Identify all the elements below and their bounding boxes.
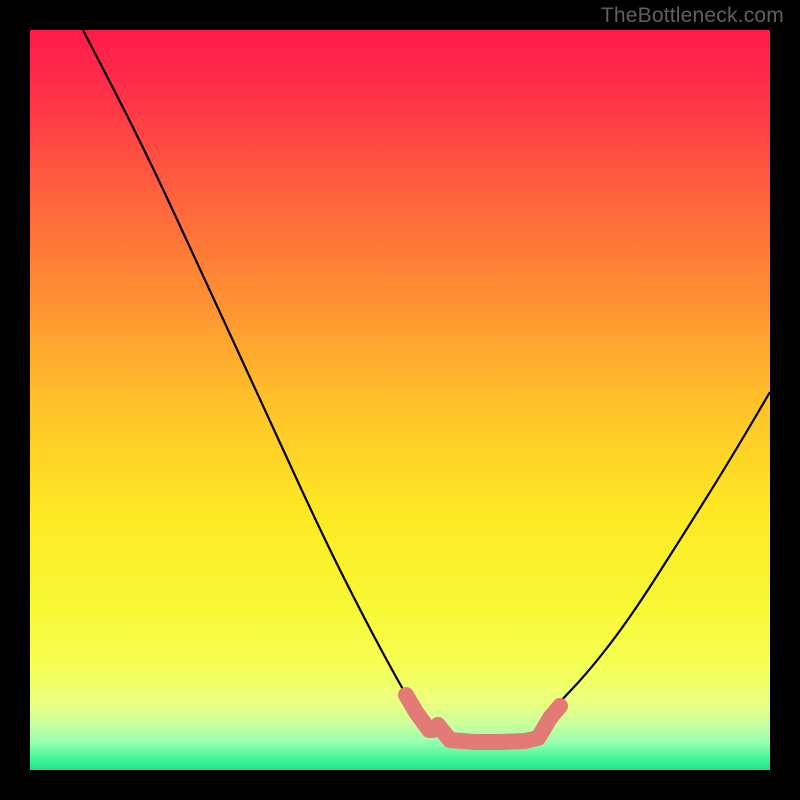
left-curve	[83, 30, 408, 698]
right-curve	[558, 392, 770, 704]
curve-layer	[30, 30, 770, 770]
watermark-text: TheBottleneck.com	[601, 4, 784, 28]
valley-overlay	[406, 695, 560, 742]
plot-area	[30, 30, 770, 770]
chart-frame: TheBottleneck.com	[0, 0, 800, 800]
